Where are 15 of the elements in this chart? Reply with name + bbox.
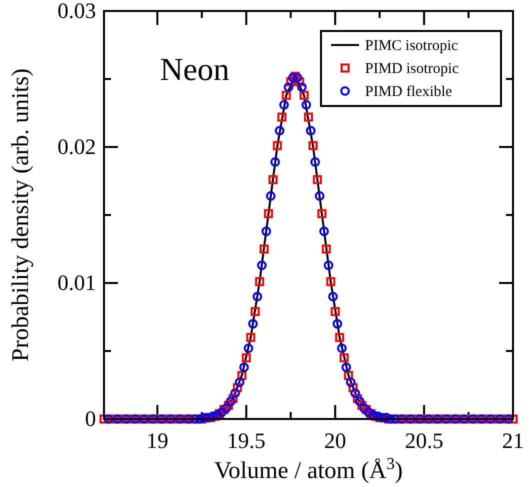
legend-label: PIMD isotropic <box>365 61 460 77</box>
text: Neon <box>160 51 230 87</box>
x-tick-label: 19 <box>146 428 168 453</box>
x-axis-title: Volume / atom (Å$^{3}$) <box>214 454 403 484</box>
y-tick-label: 0.02 <box>58 134 96 159</box>
x-tick-label: 20 <box>324 428 346 453</box>
legend-label: PIMD flexible <box>365 84 452 100</box>
x-tick-label: 21 <box>502 428 524 453</box>
legend-label: PIMC isotropic <box>365 38 458 54</box>
y-axis-title: Probability density (arb. units) <box>8 68 34 362</box>
y-tick-label: 0 <box>85 406 96 431</box>
y-tick-label: 0.03 <box>58 0 96 23</box>
y-tick-label: 0.01 <box>58 270 96 295</box>
x-tick-label: 19.5 <box>227 428 266 453</box>
x-tick-label: 20.5 <box>404 428 444 453</box>
